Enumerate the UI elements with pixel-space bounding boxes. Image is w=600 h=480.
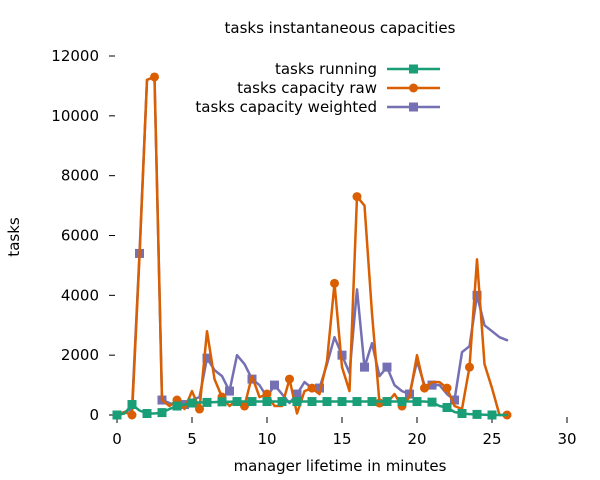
data-point-tasks-running: [232, 397, 242, 407]
data-point-tasks-capacity-raw: [420, 383, 429, 393]
data-point-tasks-capacity-raw: [150, 72, 159, 82]
data-point-tasks-capacity-raw: [127, 410, 137, 420]
data-point-tasks-capacity-weighted: [225, 386, 234, 396]
axes: 0 2000 4000 6000 8000 10000 12000 0 5 10 15 20 25 30: [51, 47, 576, 448]
data-point-tasks-running: [382, 397, 392, 407]
series-line-tasks-capacity-weighted: [115, 75, 509, 417]
data-point-tasks-running: [217, 397, 227, 407]
legend-item-tasks-capacity-weighted: tasks capacity weighted: [195, 98, 440, 116]
data-point-tasks-running: [277, 397, 287, 407]
series-tasks-capacity-weighted: [112, 75, 509, 420]
series-line-tasks-capacity-raw: [115, 75, 509, 417]
legend-label: tasks capacity weighted: [195, 98, 377, 116]
legend-label: tasks running: [275, 60, 377, 78]
data-point-tasks-capacity-raw: [195, 404, 204, 414]
data-point-tasks-running: [202, 397, 212, 407]
data-point-tasks-capacity-raw: [352, 192, 362, 202]
x-axis-label: manager lifetime in minutes: [234, 457, 447, 475]
series-tasks-running: [112, 397, 509, 420]
data-point-tasks-running: [397, 397, 407, 407]
data-point-tasks-running: [457, 409, 467, 419]
data-point-tasks-capacity-raw: [240, 401, 249, 411]
data-point-tasks-running: [487, 410, 497, 420]
legend-item-tasks-capacity-raw: tasks capacity raw: [237, 79, 440, 97]
series-tasks-capacity-raw: [115, 72, 512, 420]
y-tick-label: 12000: [51, 47, 99, 65]
data-point-tasks-running: [337, 397, 347, 407]
data-point-tasks-running: [187, 398, 197, 408]
data-point-tasks-running: [262, 397, 272, 407]
x-tick-label: 10: [257, 430, 276, 448]
y-axis-label: tasks: [5, 217, 23, 257]
data-point-tasks-capacity-weighted: [292, 389, 302, 399]
legend-label: tasks capacity raw: [237, 79, 377, 97]
x-tick-label: 30: [557, 430, 576, 448]
legend-swatch-marker: [409, 64, 418, 74]
legend-swatch-marker: [409, 102, 418, 112]
data-point-tasks-running: [322, 397, 332, 407]
data-point-tasks-capacity-raw: [330, 278, 339, 288]
data-point-tasks-running: [427, 397, 437, 407]
data-point-tasks-capacity-weighted: [427, 380, 437, 390]
data-point-tasks-running: [307, 397, 317, 407]
data-point-tasks-running: [127, 400, 137, 410]
chart-title: tasks instantaneous capacities: [225, 19, 456, 37]
series-layer: [112, 72, 512, 420]
y-tick-label: 6000: [61, 227, 99, 245]
data-point-tasks-running: [292, 397, 302, 407]
legend-item-tasks-running: tasks running: [275, 60, 440, 78]
data-point-tasks-capacity-weighted: [270, 380, 279, 390]
data-point-tasks-capacity-weighted: [472, 290, 482, 300]
data-point-tasks-capacity-weighted: [202, 353, 212, 363]
data-point-tasks-running: [142, 409, 152, 419]
legend-swatch-marker: [409, 83, 418, 93]
data-point-tasks-capacity-weighted: [315, 383, 324, 393]
data-point-tasks-running: [157, 408, 167, 418]
x-tick-label: 15: [332, 430, 351, 448]
data-point-tasks-capacity-weighted: [382, 362, 392, 372]
data-point-tasks-running: [472, 409, 482, 419]
data-point-tasks-running: [352, 397, 362, 407]
y-tick-label: 8000: [61, 167, 99, 185]
data-point-tasks-running: [112, 410, 122, 420]
data-point-tasks-running: [247, 397, 257, 407]
x-tick-label: 20: [407, 430, 426, 448]
data-point-tasks-capacity-raw: [442, 383, 452, 393]
data-point-tasks-running: [172, 401, 182, 411]
data-point-tasks-capacity-weighted: [360, 362, 369, 372]
x-tick-label: 5: [187, 430, 197, 448]
data-point-tasks-capacity-raw: [285, 374, 294, 384]
data-point-tasks-capacity-raw: [262, 389, 272, 399]
x-tick-label: 0: [112, 430, 122, 448]
data-point-tasks-capacity-raw: [307, 383, 317, 393]
y-tick-label: 10000: [51, 107, 99, 125]
y-tick-label: 2000: [61, 346, 99, 364]
x-tick-label: 25: [482, 430, 501, 448]
data-point-tasks-running: [442, 403, 452, 413]
y-tick-label: 0: [89, 406, 99, 424]
data-point-tasks-running: [412, 397, 422, 407]
y-tick-label: 4000: [61, 286, 99, 304]
data-point-tasks-capacity-raw: [465, 362, 474, 372]
data-point-tasks-running: [367, 397, 377, 407]
data-point-tasks-capacity-weighted: [450, 395, 459, 405]
